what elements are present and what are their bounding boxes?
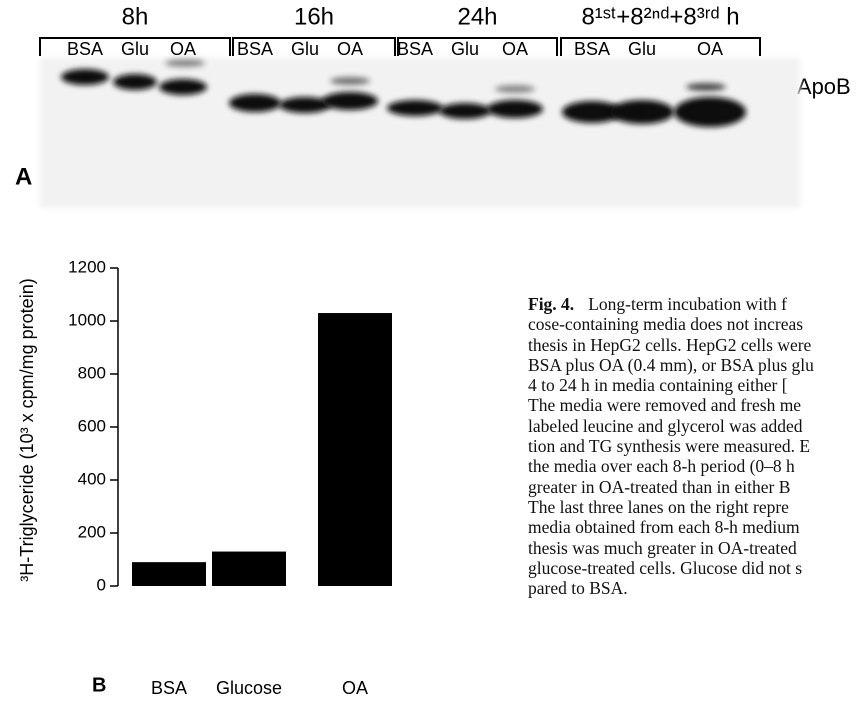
- x-tick-label: BSA: [151, 678, 187, 698]
- caption-line: 4 to 24 h in media containing either [: [528, 375, 867, 395]
- caption-line: greater in OA-treated than in either B: [528, 477, 867, 497]
- lane-label: BSA: [574, 39, 610, 59]
- bar: [212, 552, 286, 586]
- gel-band: [439, 103, 491, 119]
- caption-line: pared to BSA.: [528, 578, 867, 598]
- caption-line: tion and TG synthesis were measured. E: [528, 436, 867, 456]
- gel-band: [610, 100, 674, 124]
- gel-band: [387, 100, 443, 116]
- gel-band: [61, 69, 109, 85]
- bar: [132, 562, 206, 586]
- lane-label: OA: [502, 39, 528, 59]
- caption-text: labeled leucine and glycerol was added: [528, 416, 803, 436]
- group-label: 16h: [294, 3, 334, 30]
- apob-band: [686, 83, 726, 91]
- y-tick-label: 200: [78, 522, 106, 541]
- lane-label: OA: [170, 39, 196, 59]
- gel-band: [487, 100, 543, 118]
- panel-label: A: [15, 163, 32, 190]
- gel-band: [229, 94, 281, 112]
- lane-label: Glu: [628, 39, 656, 59]
- caption-line: the media over each 8-h period (0–8 h: [528, 456, 867, 476]
- lane-label: OA: [697, 39, 723, 59]
- gel-band: [322, 92, 378, 110]
- caption-line: thesis was much greater in OA-treated: [528, 538, 867, 558]
- caption-line: thesis in HepG2 cells. HepG2 cells were: [528, 335, 867, 355]
- caption-text: BSA plus OA (0.4 mm), or BSA plus glu: [528, 355, 814, 375]
- lane-label: BSA: [237, 39, 273, 59]
- group-label: 8¹ˢᵗ+8²ⁿᵈ+8³ʳᵈ h: [581, 3, 739, 30]
- page: {"panel_a": {"label": "A", "marker": "— …: [0, 0, 867, 702]
- panel-label: B: [92, 674, 106, 696]
- y-tick-label: 0: [97, 575, 106, 594]
- y-tick-label: 600: [78, 416, 106, 435]
- caption-text: thesis in HepG2 cells. HepG2 cells were: [528, 335, 811, 355]
- caption-line: cose-containing media does not increas: [528, 314, 867, 334]
- caption-text: The media were removed and fresh me: [528, 395, 801, 415]
- lane-label: BSA: [67, 39, 103, 59]
- caption-text: pared to BSA.: [528, 578, 628, 598]
- gel-band: [159, 79, 207, 95]
- caption-line: BSA plus OA (0.4 mm), or BSA plus glu: [528, 355, 867, 375]
- caption-line: Fig. 4. Long-term incubation with f: [528, 294, 867, 314]
- lane-label: OA: [337, 39, 363, 59]
- caption-text: glucose-treated cells. Glucose did not s: [528, 558, 802, 578]
- caption-label: Fig. 4.: [528, 294, 574, 314]
- caption-text: The last three lanes on the right repre: [528, 497, 789, 517]
- lane-label: BSA: [397, 39, 433, 59]
- caption-text: 4 to 24 h in media containing either [: [528, 375, 788, 395]
- caption-text: Long-term incubation with f: [588, 294, 787, 314]
- caption-line: labeled leucine and glycerol was added: [528, 416, 867, 436]
- y-tick-label: 1000: [68, 310, 106, 329]
- caption-line: The media were removed and fresh me: [528, 395, 867, 415]
- lane-label: Glu: [451, 39, 479, 59]
- lane-label: Glu: [121, 39, 149, 59]
- caption-line: media obtained from each 8-h medium: [528, 517, 867, 537]
- apob-band: [330, 77, 370, 85]
- x-tick-label: OA: [342, 678, 368, 698]
- y-tick-label: 400: [78, 469, 106, 488]
- apob-band: [165, 59, 205, 67]
- caption-text: media obtained from each 8-h medium: [528, 517, 800, 537]
- group-label: 24h: [457, 3, 497, 30]
- caption-text: tion and TG synthesis were measured. E: [528, 436, 810, 456]
- y-axis-label: ³H-Triglyceride (10³ x cpm/mg protein): [17, 278, 37, 581]
- gel-band: [113, 74, 157, 90]
- caption-line: glucose-treated cells. Glucose did not s: [528, 558, 867, 578]
- caption-text: the media over each 8-h period (0–8 h: [528, 456, 795, 476]
- lane-label: Glu: [291, 39, 319, 59]
- y-tick-label: 800: [78, 363, 106, 382]
- x-tick-label: Glucose: [216, 678, 282, 698]
- apob-band: [495, 85, 535, 93]
- gel-band: [674, 97, 746, 127]
- group-label: 8h: [122, 3, 149, 30]
- caption-text: greater in OA-treated than in either B: [528, 477, 790, 497]
- caption-text: thesis was much greater in OA-treated: [528, 538, 797, 558]
- y-tick-label: 1200: [68, 257, 106, 276]
- bar: [318, 313, 392, 586]
- caption-line: The last three lanes on the right repre: [528, 497, 867, 517]
- caption-text: cose-containing media does not increas: [528, 314, 803, 334]
